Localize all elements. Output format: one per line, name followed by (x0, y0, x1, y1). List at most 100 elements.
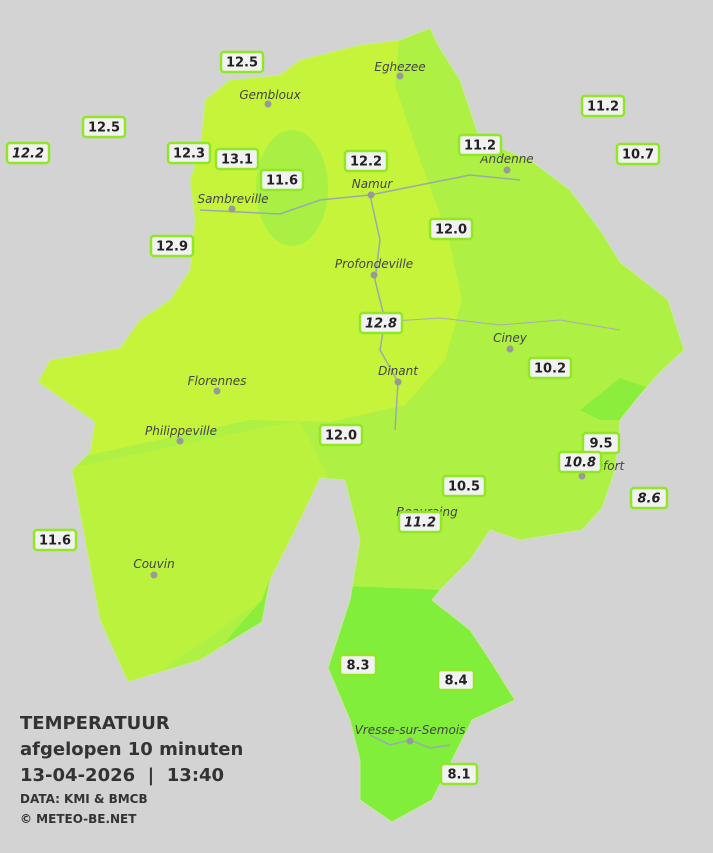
city-dot (396, 72, 404, 80)
station-value: 11.6 (39, 534, 71, 549)
station-box (615, 142, 661, 166)
cities: EghezeeGemblouxAndenneNamurSambrevillePr… (133, 60, 626, 745)
station-value: 8.1 (447, 768, 470, 783)
station-box (629, 486, 669, 510)
legend-title: TEMPERATUUR (20, 713, 170, 734)
station: 8.4 (436, 668, 476, 692)
city-dot (264, 100, 272, 108)
station-value: 8.4 (444, 674, 467, 689)
city-name: Dinant (378, 364, 419, 378)
legend-datetime: 13-04-2026 | 13:40 (20, 765, 224, 786)
station: 8.1 (439, 762, 479, 786)
station-box (81, 115, 127, 139)
station-value: 13.1 (221, 153, 253, 168)
city-name: Florennes (188, 374, 247, 388)
station: 12.9 (149, 234, 195, 258)
city-name: Namur (352, 177, 394, 191)
station: 12.8 (358, 311, 404, 335)
city-name: Couvin (133, 557, 174, 571)
station-value: 9.5 (589, 437, 612, 452)
station-box (318, 423, 364, 447)
station-value: 12.0 (325, 429, 357, 444)
station-value: 10.7 (622, 148, 654, 163)
station-box (358, 311, 404, 335)
station: 10.8 (557, 450, 603, 474)
station-box (219, 50, 265, 74)
city-dot (503, 166, 511, 174)
station-box (5, 141, 51, 165)
station-box (428, 217, 474, 241)
station-value: 8.3 (346, 659, 369, 674)
legend: TEMPERATUUR afgelopen 10 minuten 13-04-2… (20, 713, 243, 826)
station-value: 11.2 (587, 100, 619, 115)
city-name: Philippeville (145, 424, 217, 438)
station-box (214, 147, 260, 171)
city-dot (506, 345, 514, 353)
station-value: 12.2 (12, 147, 44, 162)
city-dot (394, 378, 402, 386)
station-value: 12.9 (156, 240, 188, 255)
station-value: 11.6 (266, 174, 298, 189)
station: 10.5 (441, 474, 487, 498)
city-dot (228, 205, 236, 213)
zone-sw-spot (220, 578, 270, 650)
station: 11.2 (397, 510, 443, 534)
station-value: 12.5 (226, 56, 258, 71)
station: 13.1 (214, 147, 260, 171)
station-value: 10.8 (564, 456, 596, 471)
station: 11.6 (259, 168, 305, 192)
station: 12.5 (219, 50, 265, 74)
station-value: 12.3 (173, 147, 205, 162)
station-box (441, 474, 487, 498)
city-name: Gembloux (239, 88, 301, 102)
station: 12.0 (318, 423, 364, 447)
station: 11.6 (32, 528, 78, 552)
city-dot (213, 387, 221, 395)
river (379, 317, 621, 331)
city-dot (367, 191, 375, 199)
city-dot (370, 271, 378, 279)
station-value: 12.2 (350, 155, 382, 170)
station: 11.2 (580, 94, 626, 118)
city-name: Ciney (493, 331, 528, 345)
city-name: Vresse-sur-Semois (355, 723, 466, 737)
station: 8.3 (338, 653, 378, 677)
station-value: 10.2 (534, 362, 566, 377)
station-box (397, 510, 443, 534)
station: 12.0 (428, 217, 474, 241)
city-dot (150, 571, 158, 579)
station-box (439, 762, 479, 786)
zone-west (60, 420, 330, 700)
city-dot (176, 437, 184, 445)
station-value: 12.0 (435, 223, 467, 238)
station: 12.2 (5, 141, 51, 165)
station: 12.3 (166, 141, 212, 165)
station-box (557, 450, 603, 474)
station-box (149, 234, 195, 258)
station-value: 10.5 (448, 480, 480, 495)
station-value: 12.5 (88, 121, 120, 136)
station: 12.2 (343, 149, 389, 173)
station-box (166, 141, 212, 165)
city-name: Profondeville (335, 257, 413, 271)
station: 11.2 (457, 133, 503, 157)
station-value: 8.6 (637, 492, 660, 507)
station-box (436, 668, 476, 692)
station-box (259, 168, 305, 192)
station-value: 12.8 (365, 317, 397, 332)
station-value: 11.2 (464, 139, 496, 154)
station: 10.2 (527, 356, 573, 380)
station-box (527, 356, 573, 380)
river (199, 174, 521, 215)
station-box (457, 133, 503, 157)
city-name: Sambreville (197, 192, 268, 206)
legend-subtitle: afgelopen 10 minuten (20, 739, 243, 760)
legend-copyright: © METEO-BE.NET (20, 812, 137, 826)
station-box (580, 94, 626, 118)
city-dot (406, 737, 414, 745)
legend-source: DATA: KMI & BMCB (20, 792, 148, 806)
zone-south (320, 585, 530, 822)
station-box (32, 528, 78, 552)
station: 10.7 (615, 142, 661, 166)
city-dot (578, 472, 586, 480)
